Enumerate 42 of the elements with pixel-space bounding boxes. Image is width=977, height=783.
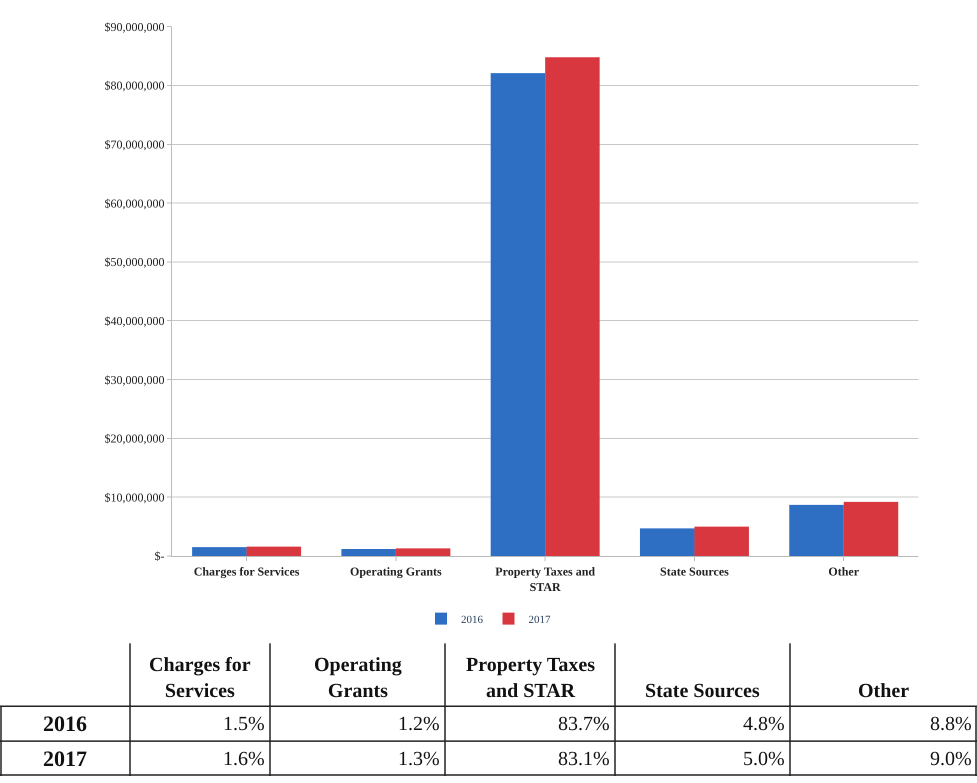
y-tick-label: $10,000,000 [104,490,165,504]
bar [490,73,546,556]
x-tick-label: Operating Grants [314,654,402,702]
y-tick-label: $60,000,000 [104,196,165,210]
y-tick-label: $70,000,000 [104,137,165,152]
bar [192,547,247,556]
data-label: 1.6% [223,748,265,770]
data-label: 9.0% [930,748,972,770]
x-tick-label: Property Taxes and STAR [466,654,596,702]
bar [545,57,600,556]
data-label: 1.5% [223,713,265,735]
y-tick-label: $30,000,000 [104,372,165,387]
y-tick-label: $80,000,000 [104,78,165,93]
data-label: 5.0% [743,748,785,770]
y-tick-label: $50,000,000 [104,255,165,270]
y-tick-label: $20,000,000 [104,432,165,446]
data-label: 83.1% [558,748,610,770]
data-label: 1.2% [398,713,440,735]
y-tick-label: $90,000,000 [104,20,165,34]
y-tick-label: $- [154,549,165,564]
x-tick-label: Property Taxes and STAR [495,564,596,594]
x-tick-label: Charges for Services [149,654,251,702]
bar [396,548,450,556]
x-tick-label: Other [858,680,910,702]
bar [341,548,396,556]
bar [640,528,694,556]
data-label: 83.7% [558,713,610,735]
bar [694,526,749,556]
x-tick-label: State Sources [660,564,730,578]
x-tick-label: Operating Grants [350,564,442,578]
legend-label: 2017 [528,614,551,626]
bar [789,504,844,556]
bar [844,502,898,556]
bar [246,546,302,556]
x-tick-label: State Sources [645,680,760,702]
data-label: 4.8% [743,713,785,735]
data-label: 8.8% [930,713,972,735]
legend-label: 2016 [461,614,484,626]
x-tick-label: Other [828,564,860,578]
data-label: 1.3% [398,748,440,770]
y-tick-label: $40,000,000 [104,314,165,328]
x-tick-label: Charges for Services [194,564,300,578]
